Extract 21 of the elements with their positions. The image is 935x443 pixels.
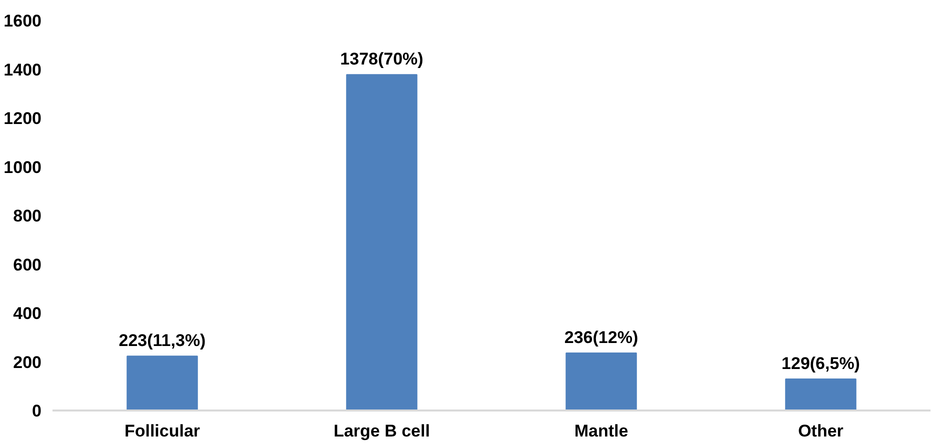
y-tick-label: 0	[32, 402, 42, 420]
data-label: 1378(70%)	[340, 50, 424, 69]
data-label: 223(11,3%)	[118, 331, 206, 350]
y-tick-label: 800	[13, 206, 42, 226]
bar	[346, 74, 418, 410]
bar	[785, 378, 856, 410]
data-label: 236(12%)	[564, 328, 638, 347]
x-tick-label: Follicular	[124, 422, 200, 440]
x-tick-label: Other	[798, 422, 844, 440]
y-tick-label: 400	[13, 304, 42, 323]
x-tick-label: Large B cell	[334, 422, 430, 440]
bar	[126, 356, 198, 410]
y-tick-label: 1000	[4, 158, 42, 177]
y-tick-label: 200	[13, 352, 42, 372]
y-tick-label: 1400	[4, 60, 42, 80]
y-tick-label: 600	[13, 255, 42, 274]
y-tick-label: 1600	[4, 12, 42, 30]
data-label: 129(6,5%)	[782, 354, 860, 374]
bar	[566, 352, 637, 410]
y-tick-label: 1200	[4, 109, 42, 128]
x-tick-label: Mantle	[574, 422, 628, 440]
